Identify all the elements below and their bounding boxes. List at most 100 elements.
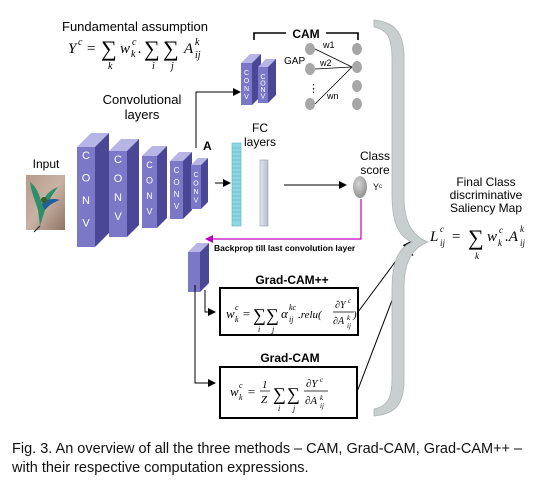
svg-text:.A: .A [505, 229, 519, 245]
svg-text:ij: ij [347, 322, 351, 330]
cam-output-nodes [352, 43, 362, 110]
svg-text:=: = [247, 384, 256, 399]
conv-to-cam-arrow [195, 88, 241, 148]
svg-text:c: c [348, 297, 352, 305]
svg-text:c: c [235, 303, 239, 312]
svg-text:k: k [235, 315, 239, 324]
svg-text:=: = [242, 306, 251, 321]
conv-letter: V [194, 198, 199, 205]
svg-text:L: L [429, 229, 438, 245]
conv-letter: C [260, 74, 265, 81]
svg-text:c: c [239, 381, 243, 390]
class-score-symbol: Yᶜ [373, 182, 382, 192]
final-label-line3: Saliency Map [450, 201, 522, 215]
svg-text:w: w [120, 41, 130, 57]
svg-text:j: j [292, 404, 296, 413]
cam-label: CAM [292, 27, 319, 41]
weight-w2-label: w2 [319, 58, 332, 68]
svg-text:ij: ij [320, 402, 324, 410]
svg-text:∑: ∑ [144, 36, 160, 61]
conv-letter: N [114, 192, 122, 204]
svg-text:ij: ij [289, 315, 294, 324]
conv-letter: C [244, 70, 249, 77]
to-gradcam-arrow [194, 285, 216, 387]
conv-letter: C [114, 154, 122, 166]
conv-layers-label-line1: Convolutional [103, 92, 182, 107]
class-score-label-line1: Class [360, 149, 390, 163]
fc-flatten-layer [231, 142, 242, 227]
conv-letter: N [82, 195, 90, 207]
svg-text:⋮: ⋮ [308, 83, 319, 95]
conv-letter: N [146, 191, 153, 201]
input-label: Input [33, 157, 60, 171]
conv-layers-label-line2: layers [125, 107, 160, 122]
conv-letter: V [82, 218, 90, 230]
conv-letter: V [244, 94, 249, 101]
class-score-node [353, 176, 367, 198]
cam-weight-lines [314, 48, 353, 105]
svg-text:∑: ∑ [287, 384, 300, 404]
svg-text:Z: Z [261, 394, 268, 406]
figure-caption: Fig. 3. An overview of all the three met… [12, 441, 523, 476]
weight-w1-label: w1 [322, 40, 335, 50]
conv-letter: V [261, 94, 266, 101]
curly-brace [373, 19, 430, 417]
svg-text:∂Y: ∂Y [306, 378, 319, 390]
conv-letter: N [174, 190, 180, 199]
conv-letter: N [260, 87, 265, 94]
svg-text:∑: ∑ [163, 36, 179, 61]
svg-text:∂Y: ∂Y [335, 300, 347, 311]
svg-text:j: j [169, 61, 174, 72]
conv-letter: O [82, 173, 91, 185]
svg-text:A: A [183, 41, 194, 57]
svg-text:c: c [78, 37, 83, 48]
svg-text:i: i [278, 404, 280, 413]
svg-text:k: k [195, 37, 200, 48]
svg-text:=: = [451, 229, 461, 245]
gradcampp-title: Grad-CAM++ [255, 273, 328, 287]
gradcam-formula: w c k = 1 Z ∑ i ∑ j ∂Y c ∂A k ij [230, 376, 328, 413]
conv-letter: V [174, 202, 180, 211]
fc-label-line2: layers [244, 135, 276, 149]
final-label-line1: Final Class [456, 175, 515, 189]
conv-letter: O [146, 176, 153, 186]
svg-text:=: = [86, 41, 96, 57]
conv-letter: O [173, 178, 179, 187]
svg-text:k: k [475, 251, 480, 261]
conv-letter: O [114, 173, 123, 185]
conv-letter: N [244, 86, 249, 93]
svg-text:k: k [498, 238, 503, 248]
conv-letter: O [260, 81, 266, 88]
weight-wn-label: wn [326, 91, 339, 101]
final-formula: L c ij = ∑ k w c k .A k ij [429, 224, 526, 261]
conv-letter: C [193, 172, 198, 179]
svg-text:kc: kc [289, 303, 297, 312]
grad-map [188, 243, 209, 292]
svg-text:.: . [138, 41, 142, 57]
activation-label: A [203, 139, 212, 153]
svg-text:k: k [320, 394, 324, 402]
conv-letter: V [146, 207, 152, 217]
svg-text:w: w [487, 229, 497, 245]
backprop-arrow [205, 199, 362, 243]
svg-text:α: α [281, 306, 289, 321]
conv-letter: O [193, 181, 199, 188]
fundamental-assumption-formula: Y c = ∑ k w c k . ∑ i ∑ j A k ij [68, 36, 201, 72]
gradcampp-formula: w c k = ∑ i ∑ j α kc ij .relu( ∂Y c ∂A k… [226, 297, 357, 334]
svg-text:j: j [271, 325, 275, 334]
svg-text:∑: ∑ [273, 384, 286, 404]
conv-letter: V [114, 211, 122, 223]
svg-text:c: c [499, 225, 503, 235]
backprop-label: Backprop till last convolution layer [214, 243, 356, 253]
svg-text:Y: Y [68, 41, 78, 57]
gap-nodes: ⋮ [305, 43, 319, 110]
svg-text:w: w [230, 384, 239, 399]
svg-text:k: k [347, 314, 351, 322]
